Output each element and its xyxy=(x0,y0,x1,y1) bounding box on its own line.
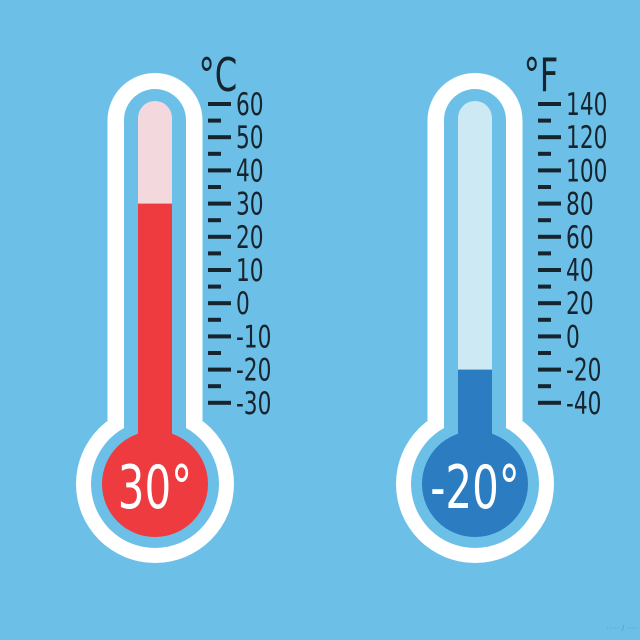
tick-mark-long xyxy=(538,268,561,272)
tick-label: 60 xyxy=(236,87,264,123)
tick-mark-long xyxy=(538,201,561,206)
tick-label: 40 xyxy=(566,253,594,289)
tick-label: 20 xyxy=(236,220,264,256)
tick-mark-long xyxy=(538,367,561,372)
tick-mark-short xyxy=(208,118,221,123)
tick-mark-short xyxy=(208,317,221,322)
tick-mark-long xyxy=(538,234,561,239)
tick-mark-short xyxy=(538,218,551,223)
fahrenheit-tick-labels: 140 120 100 80 60 40 20 0 -20 -40 xyxy=(566,87,607,422)
tick-mark-long xyxy=(538,135,561,140)
tick-mark-short xyxy=(538,185,551,189)
tick-label: 20 xyxy=(566,286,594,322)
tick-label: 0 xyxy=(236,286,250,322)
celsius-reading: 30° xyxy=(118,454,192,524)
fahrenheit-thermometer xyxy=(396,73,554,563)
tick-label: -10 xyxy=(236,320,271,356)
tick-mark-short xyxy=(538,118,551,123)
tick-mark-short xyxy=(208,251,221,256)
tick-mark-long xyxy=(208,334,231,339)
tick-mark-long xyxy=(208,367,231,372)
watermark: ····· / ···· xyxy=(606,624,637,633)
tick-mark-long xyxy=(538,102,561,106)
tick-label: 30 xyxy=(236,187,264,223)
tick-label: 140 xyxy=(566,87,607,123)
tick-mark-long xyxy=(538,168,561,173)
tick-mark-short xyxy=(208,351,221,355)
tick-mark-short xyxy=(208,185,221,189)
tick-mark-short xyxy=(208,151,221,156)
tick-mark-short xyxy=(538,284,551,289)
tick-label: 40 xyxy=(236,154,264,190)
tick-mark-long xyxy=(208,168,231,173)
tick-mark-short xyxy=(538,251,551,256)
scales: °C °F 60 50 40 30 20 10 0 -10 -20 -30 14… xyxy=(199,49,608,422)
celsius-tick-labels: 60 50 40 30 20 10 0 -10 -20 -30 xyxy=(236,87,271,422)
tick-mark-short xyxy=(208,384,221,389)
tick-mark-long xyxy=(538,400,561,405)
celsius-mercury xyxy=(102,203,208,537)
tick-mark-long xyxy=(208,400,231,405)
tick-mark-long xyxy=(538,301,561,306)
celsius-thermometer xyxy=(76,73,234,563)
tick-label: -20 xyxy=(566,353,601,389)
tick-mark-long xyxy=(208,201,231,206)
tick-mark-long xyxy=(208,135,231,140)
tick-label: 120 xyxy=(566,120,607,156)
tick-mark-long xyxy=(538,334,561,339)
tick-mark-long xyxy=(208,268,231,272)
fahrenheit-reading: -20° xyxy=(430,454,520,524)
tick-mark-short xyxy=(538,317,551,322)
tick-mark-short xyxy=(208,218,221,223)
tick-label: -30 xyxy=(236,386,271,422)
tick-mark-long xyxy=(208,301,231,306)
tick-label: 0 xyxy=(566,320,580,356)
tick-label: -40 xyxy=(566,386,601,422)
tick-label: 80 xyxy=(566,187,594,223)
tick-mark-short xyxy=(538,351,551,355)
readings: 30° -20° xyxy=(118,454,520,524)
tick-mark-long xyxy=(208,234,231,239)
tick-mark-short xyxy=(208,284,221,289)
tick-mark-long xyxy=(208,102,231,106)
tick-label: 50 xyxy=(236,120,264,156)
fahrenheit-unit-label: °F xyxy=(524,49,559,102)
tick-mark-short xyxy=(538,151,551,156)
fahrenheit-tube-empty xyxy=(458,101,492,441)
celsius-unit-label: °C xyxy=(199,49,238,102)
tick-mark-short xyxy=(538,384,551,389)
fahrenheit-mercury xyxy=(422,369,528,537)
tick-label: 60 xyxy=(566,220,594,256)
tick-label: -20 xyxy=(236,353,271,389)
tick-label: 10 xyxy=(236,253,264,289)
tick-label: 100 xyxy=(566,154,607,190)
